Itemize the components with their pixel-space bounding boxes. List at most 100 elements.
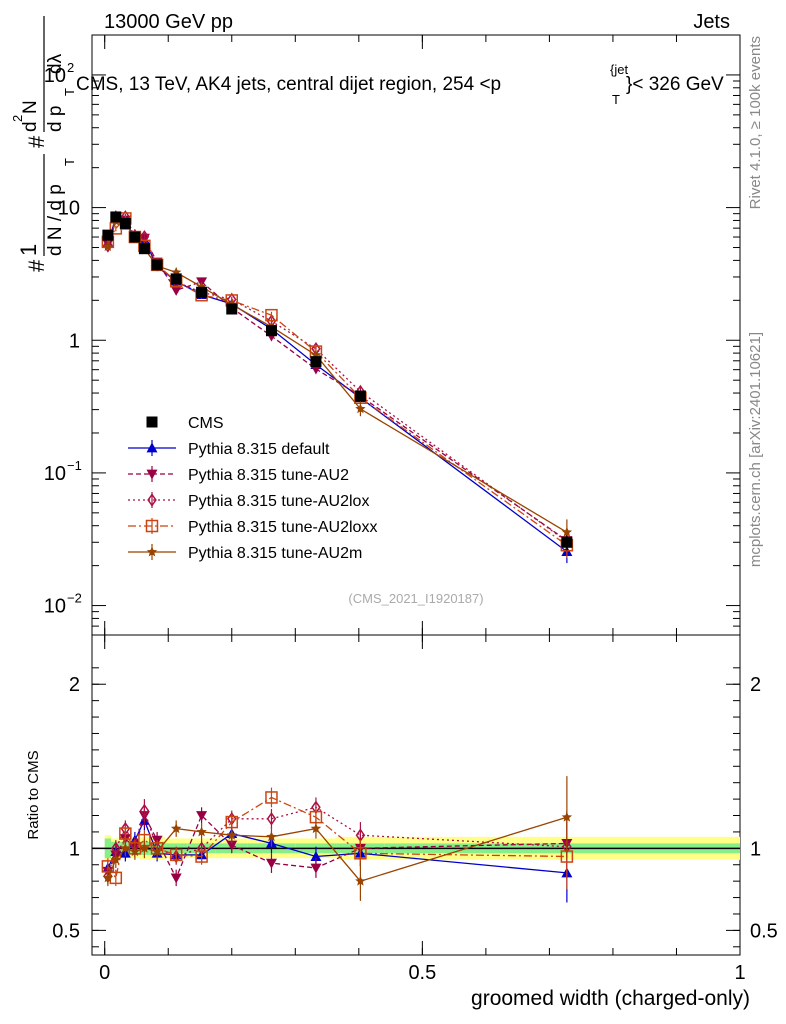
ylabel-d: d	[20, 121, 41, 132]
ylabel-d2N: N	[20, 100, 41, 114]
chart-title: CMS, 13 TeV, AK4 jets, central dijet reg…	[76, 62, 724, 107]
legend-marker	[146, 416, 158, 428]
ylabel-T2: T	[62, 88, 77, 96]
series-marker	[170, 285, 182, 296]
ratio-marker	[195, 850, 208, 863]
cms-data-point	[151, 259, 163, 271]
ratio-marker	[226, 840, 238, 851]
x-tick-label: 1	[734, 962, 745, 984]
ratio-marker	[354, 847, 367, 860]
ratio-marker	[169, 848, 183, 862]
series-marker	[139, 229, 150, 244]
cms-data-point	[119, 217, 131, 229]
analysis-id: (CMS_2021_I1920187)	[348, 591, 483, 606]
ratio-marker	[110, 854, 122, 865]
ratio-y-tick-label: 0.5	[52, 920, 80, 942]
ratio-marker	[102, 872, 114, 883]
legend-marker	[146, 442, 158, 453]
x-tick-label: 0.5	[408, 962, 436, 984]
ylabel-hash1: #	[24, 259, 49, 272]
legend-marker	[145, 519, 159, 533]
ratio-plot-frame	[91, 634, 741, 956]
series-marker	[265, 308, 278, 322]
energy-label: 13000 GeV pp	[104, 11, 233, 33]
ratio-marker	[119, 827, 132, 840]
legend-label: Pythia 8.315 default	[188, 441, 330, 458]
ratio-marker	[266, 811, 277, 826]
rivet-label: Rivet 4.1.0, ≥ 100k events	[747, 36, 764, 209]
ratio-marker	[170, 873, 182, 884]
legend-label: Pythia 8.315 tune-AU2loxx	[188, 519, 377, 536]
ratio-series-group	[101, 776, 574, 903]
legend-label: CMS	[188, 415, 224, 432]
ratio-marker	[170, 823, 182, 834]
ratio-marker	[355, 875, 366, 886]
ratio-marker	[266, 831, 277, 842]
ratio-marker	[561, 811, 573, 822]
x-tick-label: 0	[99, 962, 110, 984]
series-marker	[102, 241, 114, 251]
cms-data-point	[310, 356, 322, 368]
ratio-y-tick-label-right: 0.5	[750, 920, 778, 942]
ylabel-dlam: dλ	[45, 53, 66, 74]
ratio-marker	[265, 791, 278, 804]
y-tick-label: 1	[69, 330, 80, 352]
ratio-y-tick-label: 2	[69, 674, 80, 696]
x-axis-label: groomed width (charged-only)	[471, 987, 750, 1010]
ratio-marker	[265, 858, 277, 869]
ylabel-one: 1	[16, 244, 41, 256]
ratio-marker	[139, 842, 150, 853]
main-series-group	[101, 210, 574, 564]
legend-label: Pythia 8.315 tune-AU2m	[188, 545, 362, 562]
cms-data-point	[138, 243, 150, 255]
ratio-marker	[310, 863, 322, 874]
title-tail: }< 326 GeV	[626, 74, 724, 95]
ratio-marker	[310, 851, 322, 861]
y-tick-exponent: −2	[67, 591, 82, 606]
series-marker	[355, 403, 366, 414]
cms-data-point	[170, 273, 182, 285]
ratio-marker	[310, 823, 322, 834]
ratio-marker	[120, 842, 131, 853]
ratio-y-tick-label: 1	[69, 838, 80, 860]
ratio-y-label: Ratio to CMS	[25, 750, 42, 839]
cms-data-point	[226, 303, 238, 315]
ratio-marker	[151, 846, 163, 857]
series-marker	[561, 526, 573, 537]
ratio-marker	[139, 803, 150, 818]
legend-marker	[146, 546, 158, 557]
legend-marker	[146, 469, 158, 480]
ratio-marker	[196, 811, 208, 822]
series-marker	[103, 239, 113, 253]
legend: CMS Pythia 8.315 default Pythia 8.315 tune…	[128, 415, 377, 562]
mcplots-label: mcplots.cern.ch [arXiv:2401.10621]	[747, 332, 764, 567]
title-sub: T	[612, 92, 620, 107]
y-tick-label: 10	[44, 65, 66, 87]
y-tick-label: 10	[44, 463, 66, 485]
ylabel-T1: T	[62, 158, 77, 166]
cms-data-point	[265, 325, 277, 337]
cms-data-point	[196, 286, 208, 298]
title-main: CMS, 13 TeV, AK4 jets, central dijet reg…	[76, 74, 501, 95]
y-tick-label: 10	[44, 596, 66, 618]
y-tick-exponent: −1	[67, 458, 82, 473]
legend-label: Pythia 8.315 tune-AU2	[188, 467, 349, 484]
ratio-marker	[226, 829, 237, 840]
title-sup: {jet	[610, 62, 628, 77]
legend-label: Pythia 8.315 tune-AU2lox	[188, 493, 369, 510]
ratio-y-tick-label-right: 1	[750, 838, 761, 860]
svg-text:CMS, 13 TeV, AK4 jets, central: CMS, 13 TeV, AK4 jets, central dijet reg…	[76, 74, 501, 95]
series-line	[107, 220, 568, 533]
ylabel-dN: d N / d p	[45, 184, 66, 256]
ylabel-hash2: #	[24, 135, 49, 148]
cms-data-point	[102, 229, 114, 241]
ylabel-dp: d p	[45, 106, 66, 132]
cms-data-point	[110, 211, 122, 223]
y-axis-label: # 1 d N / d p T # 2 d N d p T dλ	[10, 16, 77, 272]
category-label: Jets	[693, 11, 730, 33]
legend-marker	[147, 493, 157, 507]
y-tick-exponent: 2	[67, 60, 74, 75]
ratio-marker	[129, 846, 141, 857]
